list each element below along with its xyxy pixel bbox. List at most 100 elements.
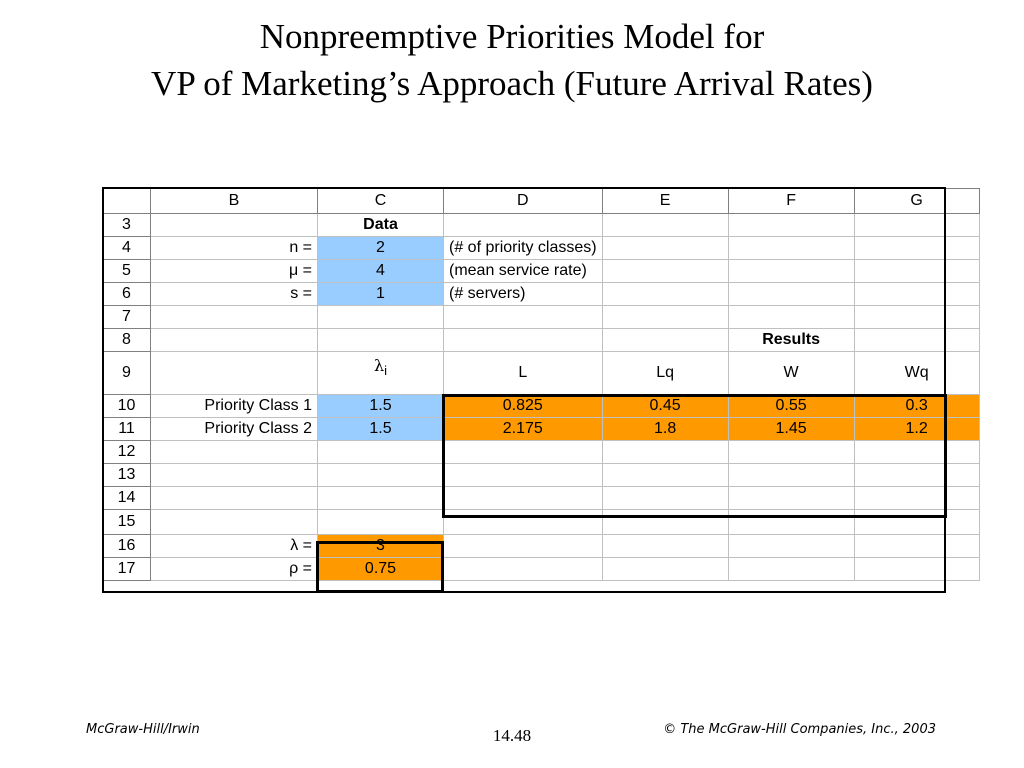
column-header-d[interactable]: D — [443, 188, 603, 214]
cell-f14[interactable] — [727, 486, 855, 510]
row-header[interactable]: 6 — [102, 282, 151, 306]
cell-b17[interactable]: ρ = — [150, 557, 318, 581]
cell-c17-output[interactable]: 0.75 — [317, 557, 444, 581]
cell-d9-header-l[interactable]: L — [443, 351, 603, 395]
row-header[interactable]: 16 — [102, 534, 151, 558]
cell-e8[interactable] — [601, 328, 729, 352]
row-header[interactable]: 13 — [102, 463, 151, 487]
cell-g12[interactable] — [853, 440, 980, 464]
cell-b5[interactable]: μ = — [150, 259, 318, 283]
cell-d17[interactable] — [443, 557, 603, 581]
cell-b13[interactable] — [150, 463, 318, 487]
cell-e3[interactable] — [601, 213, 729, 237]
cell-e7[interactable] — [601, 305, 729, 329]
cell-e15[interactable] — [601, 509, 729, 535]
cell-f10-output[interactable]: 0.55 — [727, 394, 855, 418]
row-header[interactable]: 11 — [102, 417, 151, 441]
cell-c11-input[interactable]: 1.5 — [317, 417, 444, 441]
cell-f13[interactable] — [727, 463, 855, 487]
cell-b3[interactable] — [150, 213, 318, 237]
cell-f3[interactable] — [727, 213, 855, 237]
corner-cell[interactable] — [102, 188, 151, 214]
cell-b7[interactable] — [150, 305, 318, 329]
cell-d8[interactable] — [443, 328, 603, 352]
cell-d3[interactable] — [443, 213, 603, 237]
cell-b6[interactable]: s = — [150, 282, 318, 306]
cell-e14[interactable] — [601, 486, 729, 510]
cell-f5[interactable] — [727, 259, 855, 283]
row-header[interactable]: 17 — [102, 557, 151, 581]
cell-c6-input[interactable]: 1 — [317, 282, 444, 306]
cell-c14[interactable] — [317, 486, 444, 510]
cell-b14[interactable] — [150, 486, 318, 510]
cell-c7[interactable] — [317, 305, 444, 329]
row-header[interactable]: 8 — [102, 328, 151, 352]
cell-e13[interactable] — [601, 463, 729, 487]
cell-c3-data-label[interactable]: Data — [317, 213, 444, 237]
cell-b12[interactable] — [150, 440, 318, 464]
cell-f15[interactable] — [727, 509, 855, 535]
cell-g13[interactable] — [853, 463, 980, 487]
cell-f6[interactable] — [727, 282, 855, 306]
cell-d16[interactable] — [443, 534, 603, 558]
cell-b10[interactable]: Priority Class 1 — [150, 394, 318, 418]
cell-g5[interactable] — [853, 259, 980, 283]
cell-g7[interactable] — [853, 305, 980, 329]
cell-f12[interactable] — [727, 440, 855, 464]
cell-d13[interactable] — [443, 463, 603, 487]
cell-e17[interactable] — [601, 557, 729, 581]
cell-g8[interactable] — [853, 328, 980, 352]
cell-g15[interactable] — [853, 509, 980, 535]
cell-f11-output[interactable]: 1.45 — [727, 417, 855, 441]
cell-d12[interactable] — [443, 440, 603, 464]
cell-b15[interactable] — [150, 509, 318, 535]
column-header-g[interactable]: G — [853, 188, 980, 214]
cell-c15[interactable] — [317, 509, 444, 535]
cell-d5[interactable]: (mean service rate) — [443, 259, 603, 283]
cell-g6[interactable] — [853, 282, 980, 306]
cell-e10-output[interactable]: 0.45 — [601, 394, 729, 418]
column-header-f[interactable]: F — [727, 188, 855, 214]
cell-c4-input[interactable]: 2 — [317, 236, 444, 260]
cell-d11-output[interactable]: 2.175 — [443, 417, 603, 441]
row-header[interactable]: 9 — [102, 351, 151, 395]
row-header[interactable]: 7 — [102, 305, 151, 329]
cell-c8[interactable] — [317, 328, 444, 352]
column-header-e[interactable]: E — [601, 188, 729, 214]
cell-d14[interactable] — [443, 486, 603, 510]
cell-b4[interactable]: n = — [150, 236, 318, 260]
column-header-c[interactable]: C — [317, 188, 444, 214]
cell-g11-output[interactable]: 1.2 — [853, 417, 980, 441]
row-header[interactable]: 3 — [102, 213, 151, 237]
cell-g4[interactable] — [853, 236, 980, 260]
cell-b9[interactable] — [150, 351, 318, 395]
row-header[interactable]: 4 — [102, 236, 151, 260]
cell-f16[interactable] — [727, 534, 855, 558]
cell-c5-input[interactable]: 4 — [317, 259, 444, 283]
cell-f9-header-w[interactable]: W — [727, 351, 855, 395]
cell-e5[interactable] — [601, 259, 729, 283]
cell-d10-output[interactable]: 0.825 — [443, 394, 603, 418]
row-header[interactable]: 15 — [102, 509, 151, 535]
cell-f4[interactable] — [727, 236, 855, 260]
cell-g9-header-wq[interactable]: Wq — [853, 351, 980, 395]
row-header[interactable]: 5 — [102, 259, 151, 283]
cell-c16-output[interactable]: 3 — [317, 534, 444, 558]
cell-b11[interactable]: Priority Class 2 — [150, 417, 318, 441]
cell-g14[interactable] — [853, 486, 980, 510]
cell-d6[interactable]: (# servers) — [443, 282, 603, 306]
cell-f7[interactable] — [727, 305, 855, 329]
cell-f8-results-label[interactable]: Results — [727, 328, 855, 352]
cell-g10-output[interactable]: 0.3 — [853, 394, 980, 418]
cell-g3[interactable] — [853, 213, 980, 237]
column-header-b[interactable]: B — [150, 188, 318, 214]
cell-b8[interactable] — [150, 328, 318, 352]
cell-c10-input[interactable]: 1.5 — [317, 394, 444, 418]
cell-c12[interactable] — [317, 440, 444, 464]
cell-g16[interactable] — [853, 534, 980, 558]
cell-f17[interactable] — [727, 557, 855, 581]
cell-d15[interactable] — [443, 509, 603, 535]
cell-e12[interactable] — [601, 440, 729, 464]
cell-c13[interactable] — [317, 463, 444, 487]
row-header[interactable]: 12 — [102, 440, 151, 464]
